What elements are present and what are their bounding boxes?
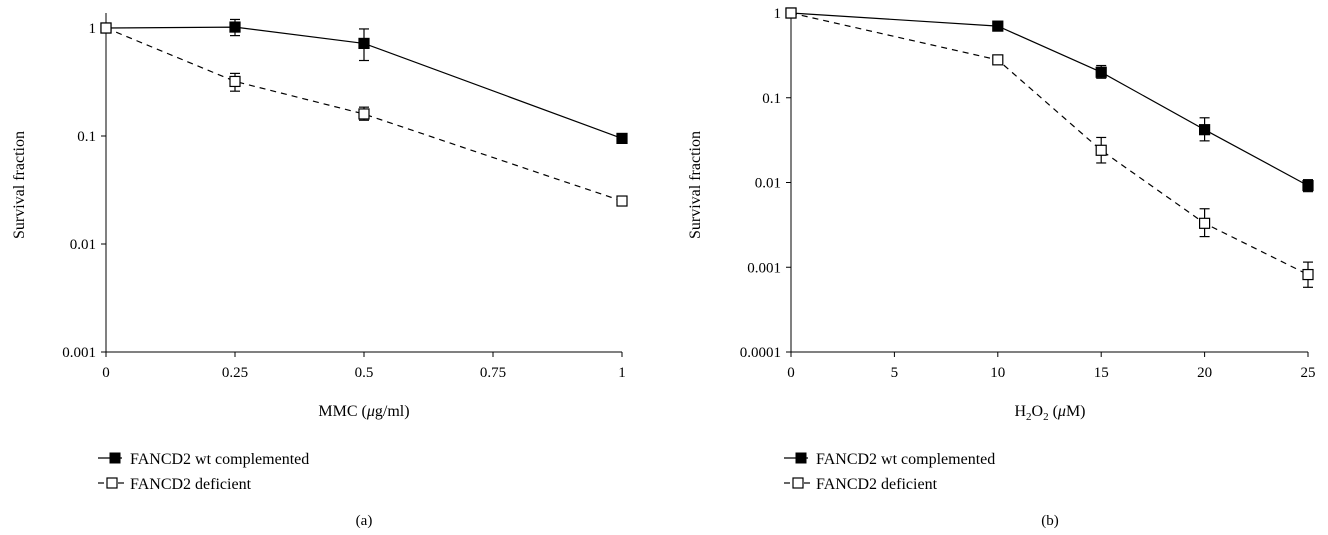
data-point	[992, 54, 1004, 66]
panel-a-legend-entry-deficient: FANCD2 deficient	[98, 476, 252, 493]
data-point	[358, 108, 370, 120]
panel-b-legend-label-wt: FANCD2 wt complemented	[816, 451, 995, 468]
data-point	[1302, 179, 1314, 192]
panel-a-series	[100, 18, 628, 207]
data-point	[229, 75, 241, 88]
panel-b-y-ticks: 1 0.1 0.01 0.001 0.0001	[740, 6, 791, 361]
series-deficient	[785, 7, 1314, 288]
x-tick-label: 0	[102, 365, 110, 381]
panel-a-legend: FANCD2 wt complemented FANCD2 deficient	[98, 451, 309, 493]
panel-b: 0 5 10 15 20 25 1 0.1 0.01 0.001 0.0001 Survival …	[687, 6, 1316, 529]
data-point	[1095, 66, 1107, 78]
data-point	[100, 22, 112, 34]
x-tick-label: 0.25	[222, 365, 248, 381]
panel-b-axes	[790, 13, 1308, 353]
panel-a-x-ticks: 0 0.25 0.5 0.75 1	[102, 352, 626, 381]
y-tick-label: 0.01	[755, 176, 781, 192]
data-point	[616, 132, 628, 145]
y-tick-label: 0.1	[77, 129, 96, 145]
panel-a-y-axis-label: Survival fraction	[11, 131, 28, 239]
data-point	[1198, 217, 1211, 229]
panel-a-legend-entry-wt: FANCD2 wt complemented	[98, 451, 309, 468]
x-tick-label: 20	[1197, 365, 1212, 381]
y-tick-label: 1	[774, 6, 782, 22]
panel-a: 0 0.25 0.5 0.75 1 1 0.1 0.01 0.001 Survival fra…	[11, 13, 628, 529]
panel-a-axes	[105, 13, 622, 353]
panel-b-x-ticks: 0 5 10 15 20 25	[787, 352, 1316, 381]
panel-a-legend-label-deficient: FANCD2 deficient	[130, 476, 252, 493]
x-tick-label: 0.75	[480, 365, 506, 381]
panel-b-y-axis-label: Survival fraction	[687, 131, 704, 239]
x-tick-label: 0.5	[355, 365, 374, 381]
x-tick-label: 5	[891, 365, 899, 381]
panel-a-legend-label-wt: FANCD2 wt complemented	[130, 451, 309, 468]
data-point	[229, 21, 241, 33]
data-point	[1198, 124, 1211, 136]
y-tick-label: 0.01	[70, 237, 96, 253]
series-line	[105, 26, 623, 139]
series-deficient	[100, 22, 628, 207]
panel-b-x-axis-label: H2O2 (μM)	[1014, 403, 1085, 423]
x-tick-label: 25	[1301, 365, 1316, 381]
x-tick-label: 0	[787, 365, 795, 381]
x-tick-label: 1	[618, 365, 626, 381]
y-tick-label: 0.001	[747, 260, 781, 276]
data-point	[1302, 268, 1314, 281]
data-point	[1095, 144, 1107, 156]
series-line	[105, 27, 623, 202]
data-point	[616, 195, 628, 207]
series-wt-complemented	[100, 18, 628, 145]
panel-b-legend-entry-deficient: FANCD2 deficient	[784, 476, 938, 493]
panel-a-x-axis-label: MMC (μg/ml)	[318, 403, 409, 420]
panel-a-caption: (a)	[356, 513, 373, 529]
data-point	[992, 20, 1004, 32]
panel-b-legend: FANCD2 wt complemented FANCD2 deficient	[784, 451, 995, 493]
y-tick-label: 0.1	[762, 91, 781, 107]
panel-b-series	[785, 7, 1314, 288]
panel-a-y-ticks: 1 0.1 0.01 0.001	[62, 21, 106, 361]
series-line	[790, 12, 1309, 187]
panel-b-caption: (b)	[1041, 513, 1059, 529]
series-wt-complemented	[785, 7, 1314, 193]
y-tick-label: 0.0001	[740, 345, 781, 361]
x-tick-label: 15	[1094, 365, 1109, 381]
data-point	[785, 7, 797, 19]
data-point	[358, 37, 370, 50]
y-tick-label: 0.001	[62, 345, 96, 361]
y-tick-label: 1	[89, 21, 97, 37]
panel-b-legend-entry-wt: FANCD2 wt complemented	[784, 451, 995, 468]
x-tick-label: 10	[990, 365, 1005, 381]
panel-b-legend-label-deficient: FANCD2 deficient	[816, 476, 938, 493]
